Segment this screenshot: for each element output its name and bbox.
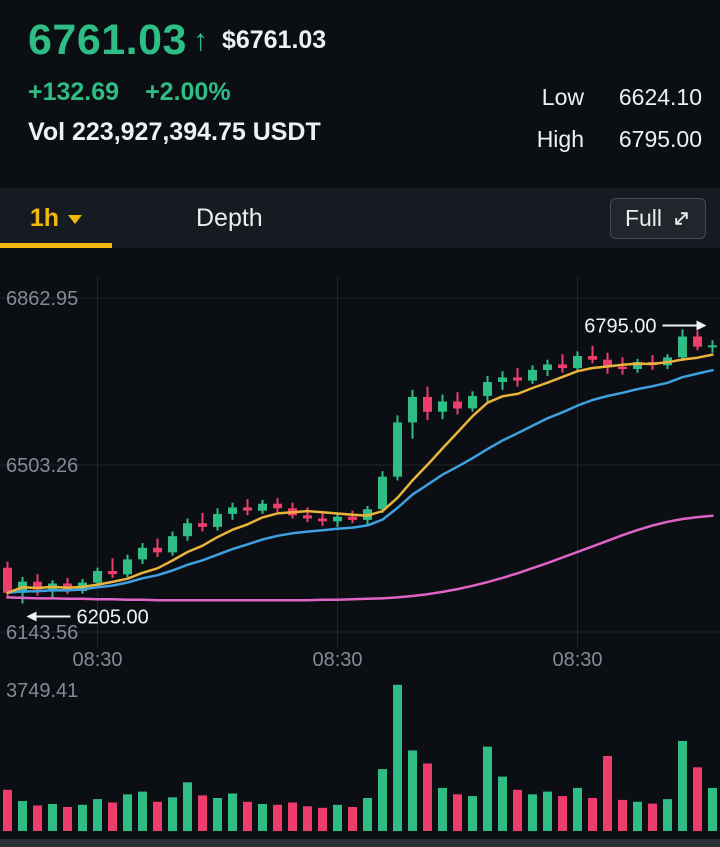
low-value: 6624.10 [618, 84, 702, 110]
svg-text:6862.95: 6862.95 [6, 288, 78, 310]
high-row: High 6795.00 [520, 126, 702, 153]
svg-text:3749.41: 3749.41 [6, 680, 78, 702]
fullscreen-label: Full [624, 204, 662, 231]
active-tab-underline [0, 243, 112, 248]
tab-interval-1h[interactable]: 1h [0, 188, 112, 248]
interval-label: 1h [29, 203, 60, 232]
svg-text:6143.56: 6143.56 [6, 622, 78, 644]
price-chart-svg: 6862.95 6503.26 6143.56 08:30 08:30 08:30 6795… [0, 276, 720, 671]
high-label: High [536, 126, 584, 152]
trend-up-icon: ↑ [192, 23, 208, 57]
svg-text:6795.00: 6795.00 [584, 316, 656, 338]
tab-depth[interactable]: Depth [196, 203, 263, 232]
fullscreen-button[interactable]: Full [609, 197, 706, 239]
volume-24h: Vol 223,927,394.75 USDT [28, 118, 321, 146]
price-change: +132.69 [28, 78, 120, 106]
change-row: +132.69 +2.00% [28, 78, 702, 107]
svg-text:08:30: 08:30 [552, 649, 602, 671]
chart-toolbar: 1h Depth Full [0, 188, 720, 248]
bottom-divider [0, 839, 720, 847]
price-header: 6761.03 ↑ $6761.03 +132.69 +2.00% Vol 22… [0, 0, 720, 188]
price-usd: $6761.03 [221, 26, 327, 54]
svg-text:6503.26: 6503.26 [6, 455, 78, 477]
price-change-percent: +2.00% [145, 78, 231, 106]
price-chart[interactable]: 6862.95 6503.26 6143.56 08:30 08:30 08:30 6795… [0, 248, 720, 673]
volume-chart-svg: 3749.41 [3, 680, 717, 832]
low-label: Low [541, 84, 584, 110]
svg-text:6205.00: 6205.00 [77, 606, 149, 628]
svg-text:08:30: 08:30 [72, 649, 122, 671]
expand-icon [675, 211, 688, 225]
price-row: 6761.03 ↑ $6761.03 [28, 16, 702, 65]
high-value: 6795.00 [618, 126, 702, 152]
low-row: Low 6624.10 [520, 84, 702, 111]
current-price: 6761.03 [28, 16, 187, 64]
volume-chart[interactable]: 3749.41 [0, 673, 720, 839]
low-high-block: Low 6624.10 High 6795.00 [520, 84, 702, 153]
svg-text:08:30: 08:30 [312, 649, 362, 671]
chevron-down-icon [68, 215, 83, 224]
